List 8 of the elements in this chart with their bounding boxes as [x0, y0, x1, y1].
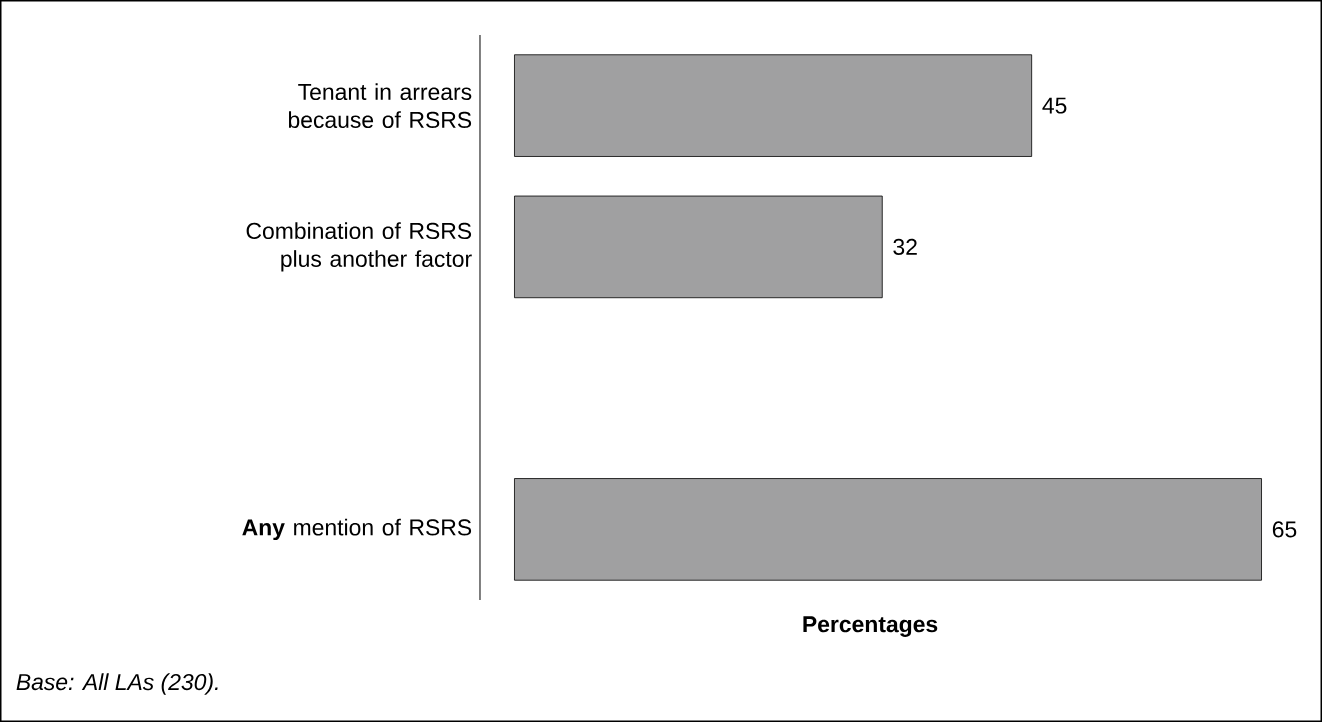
data-label: 65 — [1272, 521, 1297, 538]
data-label: 45 — [1042, 97, 1067, 114]
x-axis-title: Percentages — [803, 616, 938, 637]
y-tick-label: Combination of RSRS plus another factor — [246, 222, 472, 272]
data-label: 32 — [893, 238, 917, 255]
text: Base: All LAs (230). — [16, 673, 218, 695]
y-tick-label: Tenant in arrears because of RSRS — [288, 83, 472, 128]
y-tick-label: Any mention of RSRS — [242, 518, 472, 541]
